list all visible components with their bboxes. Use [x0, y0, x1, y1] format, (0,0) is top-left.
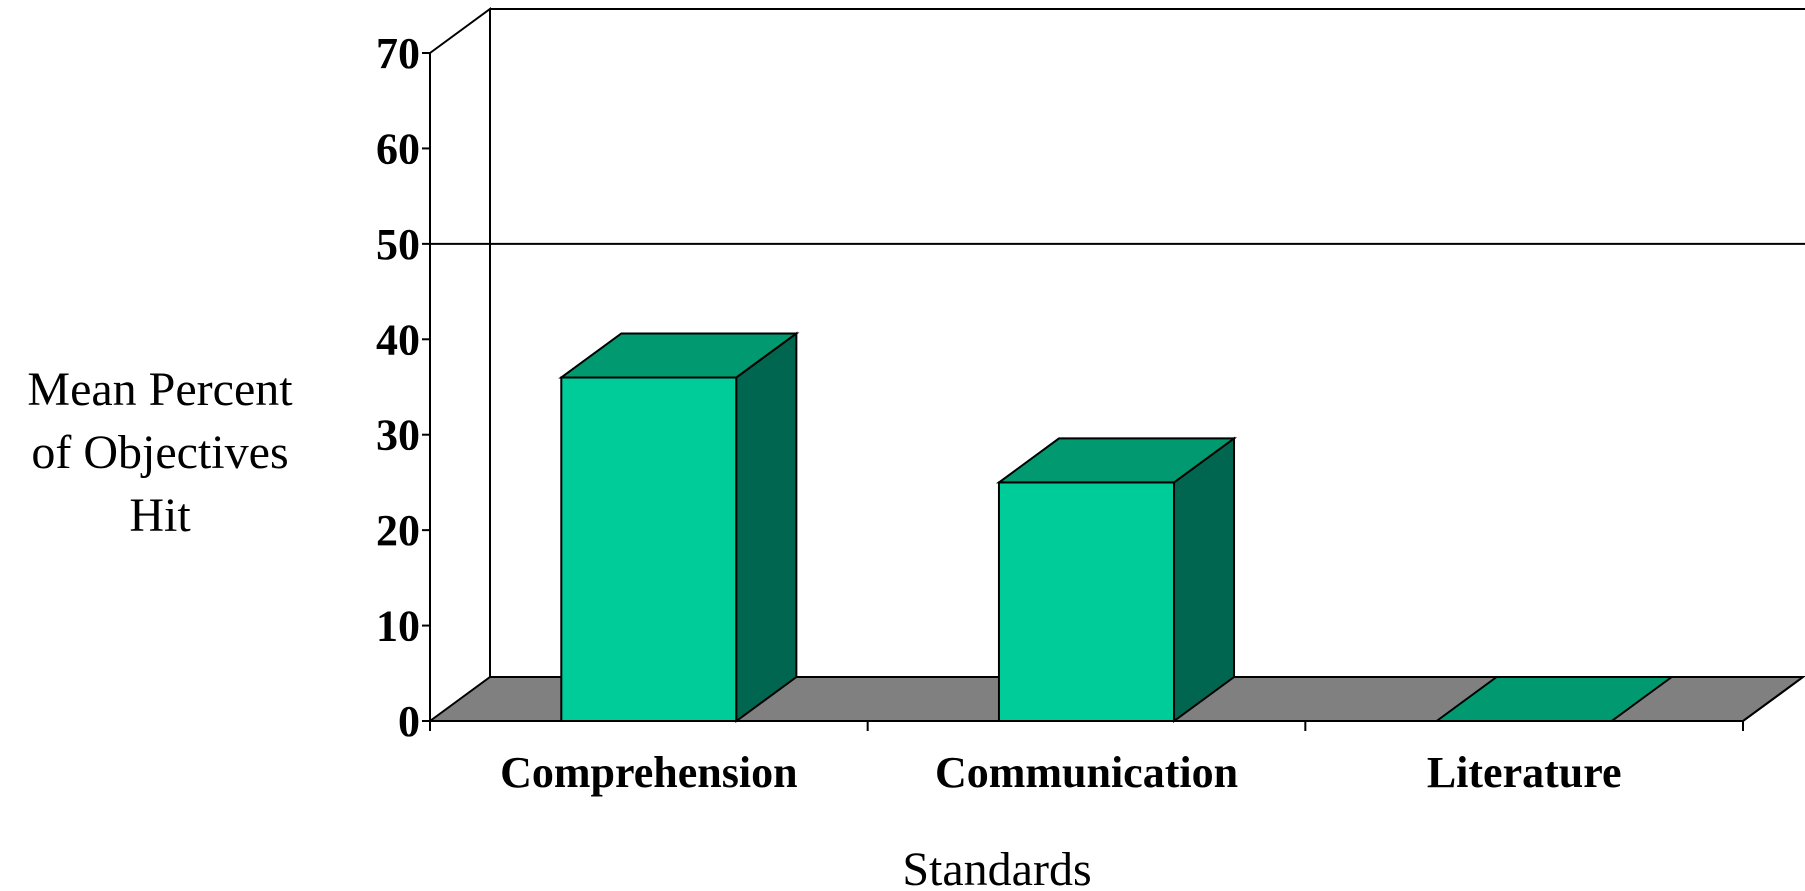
x-tick-label: Literature [1427, 748, 1622, 797]
y-tick-label: 30 [376, 411, 420, 460]
y-axis-title-line: of Objectives [31, 426, 288, 479]
y-tick-label: 40 [376, 315, 420, 364]
x-axis: Comprehension Communication Literature [429, 676, 1804, 797]
y-axis: 0 10 20 30 40 50 60 70 [376, 29, 430, 746]
bar-side [1173, 436, 1236, 723]
bar-front [560, 376, 738, 722]
bar-communication [995, 436, 1238, 723]
y-axis-title: Mean Percent of Objectives Hit [27, 363, 293, 542]
chart-walls [429, 7, 1805, 721]
y-tick-label: 10 [376, 602, 420, 651]
bars [558, 331, 1675, 723]
y-tick-label: 20 [376, 506, 420, 555]
floor-right-edge [1742, 676, 1804, 722]
y-tick-label: 50 [376, 220, 420, 269]
x-tick-label: Comprehension [500, 748, 797, 797]
bar-comprehension [558, 331, 800, 723]
bar-front [997, 481, 1176, 722]
bar-top [995, 437, 1238, 484]
x-axis-title: Standards [902, 843, 1091, 891]
y-tick-label: 70 [376, 29, 420, 78]
y-axis-title-line: Mean Percent [27, 363, 293, 416]
bar-top [558, 332, 800, 379]
y-axis-title-line: Hit [129, 489, 191, 542]
y-tick-label: 0 [398, 697, 420, 746]
x-tick-label: Communication [935, 748, 1238, 797]
y-tick-label: 60 [376, 124, 420, 173]
side-wall-edge [429, 7, 491, 677]
bar-side [735, 331, 798, 723]
